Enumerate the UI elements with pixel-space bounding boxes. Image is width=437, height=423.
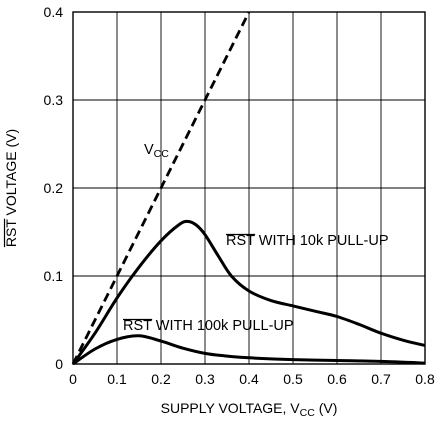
x-tick-label: 0.2	[151, 371, 171, 387]
rst-10k-series-label: RST WITH 10k PULL-UP	[226, 233, 389, 249]
vcc-series-label: VCC	[144, 142, 169, 160]
y-tick-label: 0.1	[44, 268, 64, 284]
x-axis-ticks: 0 0.1 0.2 0.3 0.4 0.5 0.6 0.7 0.8	[69, 371, 435, 387]
x-axis-label-unit: (V)	[315, 400, 338, 416]
y-tick-label: 0	[55, 356, 63, 372]
x-tick-label: 0.3	[195, 371, 215, 387]
x-tick-label: 0.7	[371, 371, 391, 387]
x-axis-label-main: SUPPLY VOLTAGE, V	[161, 400, 301, 416]
y-axis-label-rest: VOLTAGE (V)	[3, 129, 19, 220]
y-axis-ticks: 0 0.1 0.2 0.3 0.4	[44, 4, 64, 372]
x-tick-label: 0.1	[107, 371, 127, 387]
y-tick-label: 0.2	[44, 180, 64, 196]
x-tick-label: 0.8	[415, 371, 435, 387]
x-axis-label: SUPPLY VOLTAGE, VCC (V)	[161, 400, 338, 419]
rst-100k-pullup-line	[72, 334, 426, 366]
x-tick-label: 0	[69, 371, 77, 387]
grid	[73, 12, 425, 364]
x-tick-label: 0.6	[327, 371, 347, 387]
x-axis-label-sub: CC	[300, 407, 316, 419]
y-axis-label-overlined: RST	[3, 219, 19, 247]
x-tick-label: 0.4	[239, 371, 259, 387]
vcc-line	[71, 11, 251, 365]
rst-100k-series-label: RST WITH 100k PULL-UP	[123, 318, 294, 334]
x-tick-label: 0.5	[283, 371, 303, 387]
series-layer	[71, 11, 426, 366]
rst-10k-pullup-line	[71, 219, 426, 365]
y-axis-label: RST VOLTAGE (V)	[3, 129, 19, 248]
y-tick-label: 0.4	[44, 4, 64, 20]
svg-text:RST VOLTAGE (V): RST VOLTAGE (V)	[3, 129, 19, 247]
y-tick-label: 0.3	[44, 92, 64, 108]
plot-frame	[72, 11, 426, 365]
